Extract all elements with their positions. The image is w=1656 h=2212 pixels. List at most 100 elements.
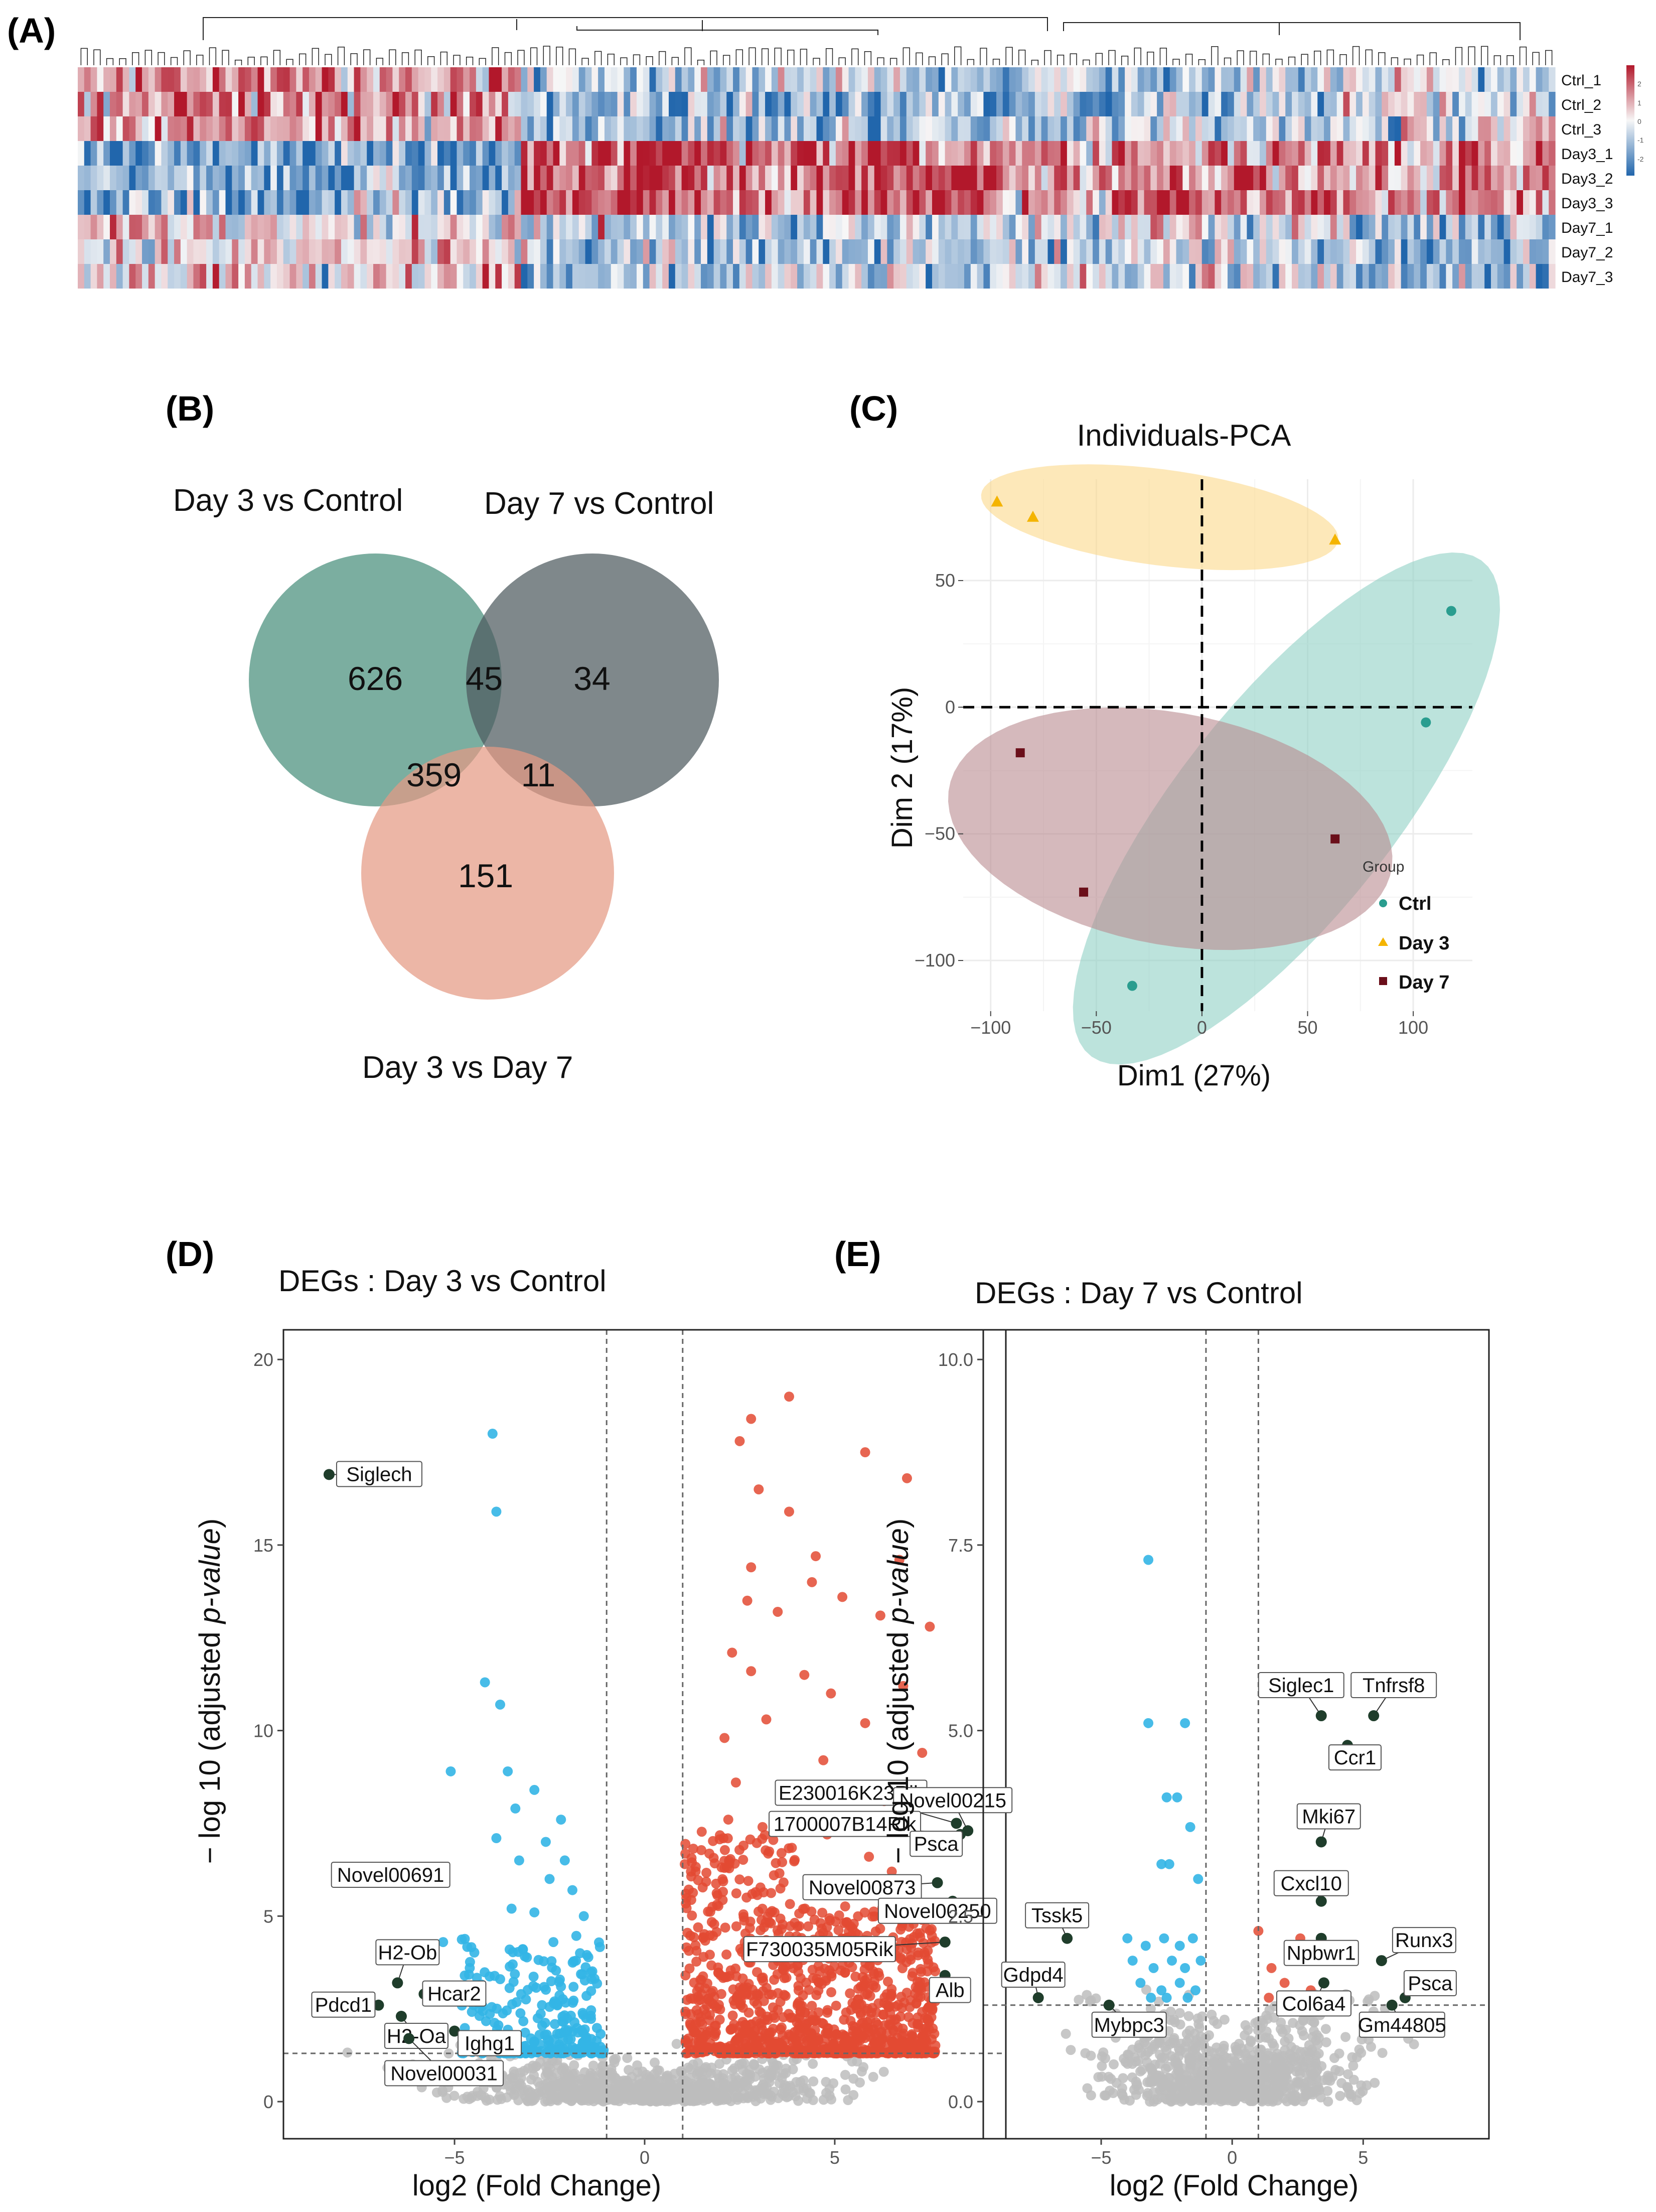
heatmap-cell bbox=[913, 190, 920, 215]
heatmap-cell bbox=[1490, 92, 1498, 116]
heatmap-cell bbox=[572, 67, 579, 92]
heatmap-cell bbox=[174, 190, 181, 215]
heatmap-cell bbox=[386, 92, 393, 116]
heatmap-cell bbox=[1304, 141, 1312, 166]
heatmap-cell bbox=[951, 239, 958, 264]
volcano-d-down-point bbox=[460, 1933, 470, 1944]
heatmap-cell bbox=[1420, 215, 1427, 239]
heatmap-cell bbox=[810, 215, 817, 239]
heatmap-cell bbox=[1330, 166, 1337, 190]
heatmap-cell bbox=[1169, 166, 1177, 190]
heatmap-cell bbox=[1260, 239, 1267, 264]
heatmap-cell bbox=[1523, 264, 1530, 289]
heatmap-cell bbox=[1176, 116, 1183, 141]
heatmap-cell bbox=[328, 215, 335, 239]
volcano-d-ns-point bbox=[622, 2053, 633, 2063]
heatmap-cell bbox=[964, 215, 971, 239]
heatmap-cell bbox=[457, 166, 464, 190]
heatmap-cell bbox=[110, 141, 117, 166]
heatmap-cell bbox=[1536, 239, 1543, 264]
heatmap-cell bbox=[206, 264, 213, 289]
heatmap-cell bbox=[1227, 67, 1235, 92]
heatmap-cell bbox=[713, 166, 721, 190]
heatmap-cell bbox=[1093, 166, 1100, 190]
heatmap-cell bbox=[1388, 116, 1395, 141]
volcano-d-up-point bbox=[738, 1912, 749, 1922]
heatmap-cell bbox=[200, 67, 207, 92]
volcano-d-up-point bbox=[689, 2025, 699, 2036]
heatmap-cell bbox=[1517, 190, 1524, 215]
heatmap-cell bbox=[1330, 116, 1337, 141]
heatmap-cell bbox=[1118, 239, 1125, 264]
heatmap-cell bbox=[932, 239, 939, 264]
heatmap-cell bbox=[1465, 166, 1472, 190]
heatmap-cell bbox=[238, 239, 245, 264]
volcano-d-label-box bbox=[375, 1939, 440, 1966]
heatmap-cell bbox=[103, 92, 110, 116]
volcano-d-ns-point bbox=[744, 2074, 755, 2085]
pca-ellipse-day3 bbox=[981, 464, 1338, 571]
heatmap-cell bbox=[823, 264, 830, 289]
heatmap-cell bbox=[624, 166, 631, 190]
heatmap-cell bbox=[244, 92, 252, 116]
heatmap-cell bbox=[810, 92, 817, 116]
heatmap-cell bbox=[1201, 166, 1209, 190]
heatmap-cell bbox=[598, 141, 605, 166]
heatmap-cell bbox=[643, 166, 650, 190]
volcano-d-label-box bbox=[384, 2022, 448, 2049]
heatmap-cell bbox=[899, 116, 907, 141]
heatmap-cell bbox=[958, 166, 965, 190]
heatmap-cell bbox=[296, 67, 303, 92]
heatmap-cell bbox=[1471, 116, 1478, 141]
volcano-e-ns-point bbox=[1340, 2032, 1351, 2042]
volcano-d-up-point bbox=[881, 2047, 891, 2058]
heatmap-cell bbox=[778, 116, 785, 141]
heatmap-cell bbox=[1324, 92, 1331, 116]
heatmap-cell bbox=[1028, 166, 1035, 190]
heatmap-cell bbox=[649, 215, 656, 239]
heatmap-cell bbox=[996, 141, 1003, 166]
heatmap-cell bbox=[1414, 239, 1421, 264]
heatmap-cell bbox=[848, 190, 855, 215]
heatmap-cell bbox=[1536, 215, 1543, 239]
heatmap-cell bbox=[1015, 116, 1022, 141]
heatmap-cell bbox=[681, 166, 689, 190]
heatmap-cell bbox=[662, 92, 669, 116]
heatmap-cell bbox=[611, 116, 618, 141]
heatmap-cell bbox=[970, 190, 978, 215]
heatmap-cell bbox=[1490, 67, 1498, 92]
heatmap-cell bbox=[1439, 190, 1446, 215]
heatmap-cell bbox=[759, 92, 766, 116]
heatmap-cell bbox=[289, 215, 296, 239]
heatmap-cell bbox=[1073, 92, 1081, 116]
heatmap-cell bbox=[1446, 67, 1453, 92]
heatmap-cell bbox=[405, 166, 412, 190]
heatmap-cell bbox=[1484, 215, 1491, 239]
volcano-d-up-point bbox=[757, 1903, 768, 1914]
heatmap-cell bbox=[636, 92, 644, 116]
heatmap-cell bbox=[244, 166, 252, 190]
heatmap-cell bbox=[1266, 190, 1273, 215]
volcano-d-up-point bbox=[690, 1862, 701, 1872]
heatmap-cell bbox=[1234, 141, 1241, 166]
heatmap-cell bbox=[1041, 264, 1048, 289]
volcano-d-down-point bbox=[465, 1963, 475, 1973]
heatmap-cell bbox=[899, 67, 907, 92]
heatmap-cell bbox=[835, 166, 843, 190]
heatmap-cell bbox=[212, 215, 220, 239]
heatmap-cell bbox=[187, 215, 194, 239]
heatmap-cell bbox=[752, 67, 759, 92]
volcano-d-up-point bbox=[759, 1996, 769, 2006]
volcano-d-up-point bbox=[746, 1666, 757, 1677]
heatmap-cell bbox=[322, 215, 329, 239]
heatmap-cell bbox=[842, 166, 849, 190]
volcano-d-up-point bbox=[811, 1551, 821, 1562]
heatmap-cell bbox=[945, 239, 952, 264]
heatmap-cell bbox=[1362, 215, 1370, 239]
heatmap-cell bbox=[431, 264, 438, 289]
heatmap-cell bbox=[893, 92, 900, 116]
heatmap-cell bbox=[1067, 166, 1074, 190]
volcano-d-up-point bbox=[798, 1990, 808, 2001]
heatmap-cell bbox=[1169, 92, 1177, 116]
heatmap-cell bbox=[315, 92, 323, 116]
